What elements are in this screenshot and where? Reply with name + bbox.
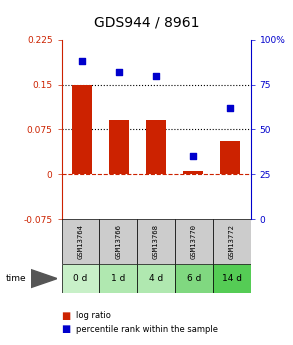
Bar xyxy=(109,120,129,174)
Text: time: time xyxy=(6,274,26,283)
Bar xyxy=(137,219,175,264)
Point xyxy=(117,69,121,75)
Point xyxy=(191,154,195,159)
Text: GSM13772: GSM13772 xyxy=(229,224,235,259)
Text: GSM13770: GSM13770 xyxy=(191,224,197,259)
Bar xyxy=(183,171,203,174)
Text: GSM13764: GSM13764 xyxy=(77,224,84,259)
Text: GSM13766: GSM13766 xyxy=(115,224,121,259)
Bar xyxy=(62,219,99,264)
Bar xyxy=(175,264,213,293)
Text: 1 d: 1 d xyxy=(111,274,125,283)
Bar xyxy=(99,219,137,264)
Text: 0 d: 0 d xyxy=(73,274,88,283)
Text: GSM13768: GSM13768 xyxy=(153,224,159,259)
Text: 14 d: 14 d xyxy=(222,274,242,283)
Text: 6 d: 6 d xyxy=(187,274,201,283)
Bar xyxy=(213,264,251,293)
Point xyxy=(80,58,84,64)
Text: log ratio: log ratio xyxy=(76,311,111,320)
Text: percentile rank within the sample: percentile rank within the sample xyxy=(76,325,218,334)
Bar xyxy=(99,264,137,293)
Bar xyxy=(175,219,213,264)
Bar xyxy=(137,264,175,293)
Text: 4 d: 4 d xyxy=(149,274,163,283)
Bar xyxy=(62,264,99,293)
Text: ■: ■ xyxy=(62,311,71,321)
Bar xyxy=(220,141,240,174)
Bar xyxy=(213,219,251,264)
Text: ■: ■ xyxy=(62,325,71,334)
Point xyxy=(228,105,232,111)
Point xyxy=(154,73,158,78)
Text: GDS944 / 8961: GDS944 / 8961 xyxy=(94,16,199,30)
Bar xyxy=(72,85,92,174)
Polygon shape xyxy=(31,269,57,288)
Bar xyxy=(146,120,166,174)
